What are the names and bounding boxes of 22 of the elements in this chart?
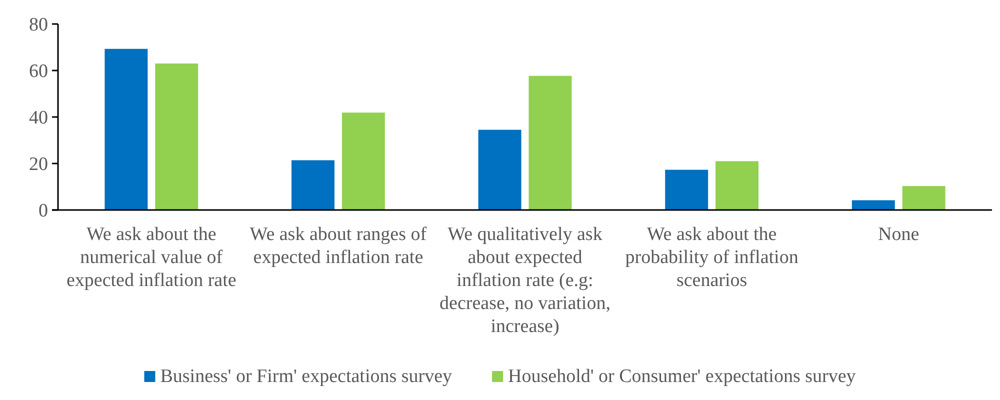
bar <box>528 76 572 210</box>
x-tick-label: We qualitatively ask about expected inflation rate (e.g: decrease, no variation, increase) <box>440 224 610 337</box>
bar <box>716 161 758 210</box>
y-tick-label: 40 <box>29 108 48 129</box>
bar <box>342 112 385 210</box>
y-tick-label: 80 <box>29 14 48 36</box>
x-tick-label: We ask about ranges of expected inflation rate <box>250 224 428 268</box>
x-tick-label: None <box>878 224 920 245</box>
bar <box>902 186 946 210</box>
bar <box>478 130 522 210</box>
y-tick-label: 60 <box>29 61 48 82</box>
y-tick-label: 20 <box>29 154 48 176</box>
bar <box>292 160 334 210</box>
y-tick-label: 0 <box>38 200 48 222</box>
x-tick-label: We ask about the probability of inflation scenarios <box>625 224 799 291</box>
legend-label: Business' or Firm' expectations survey <box>160 366 453 387</box>
bar <box>104 48 148 210</box>
legend-label: Household' or Consumer' expectations survey <box>508 366 856 387</box>
bar <box>852 200 895 210</box>
bar <box>665 170 708 210</box>
x-tick-label: We ask about the numerical value of expected inflation rate <box>66 224 236 291</box>
bar <box>155 64 198 210</box>
